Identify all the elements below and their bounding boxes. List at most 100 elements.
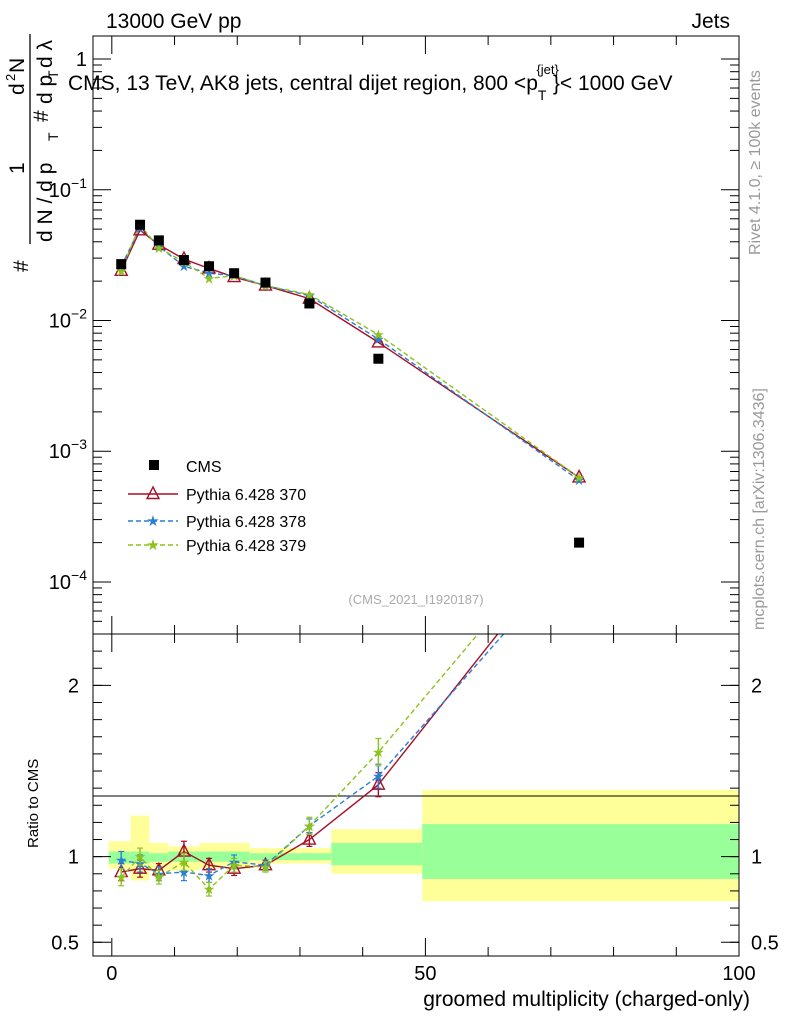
svg-text:N: N (6, 58, 29, 73)
svg-text:#: # (10, 260, 33, 272)
axes: 1 10−1 10−2 10−3 10−4 0.5 0.5 1 1 2 2 0 50 100 (49, 36, 779, 985)
header-left: 13000 GeV pp (106, 10, 241, 33)
cms-point-0 (116, 259, 127, 270)
ratio-line-p370 (121, 634, 499, 873)
main-point-p379-4: ★ (203, 271, 216, 287)
main-point-p370-8 (371, 333, 386, 348)
main-line-p378 (120, 226, 580, 481)
cms-point-5 (229, 268, 240, 279)
legend-label-cms: CMS (186, 459, 222, 476)
cms-point-2 (153, 235, 164, 246)
ratio-ytick-label-right-1: 1 (751, 847, 762, 869)
main-series: ★★★★★★★★★★★★★★★★★★★★ (114, 218, 587, 548)
band-inner-0 (108, 851, 131, 864)
ratio-point-p378-4: ★ (203, 869, 216, 885)
svg-text:1: 1 (6, 162, 29, 174)
main-ytick-label-2: 10−2 (49, 305, 87, 332)
ratio-series: ★ ★★ ★ ★★ ★★★★★★★★★★ ★★★★ (114, 507, 586, 898)
svg-text:2: 2 (3, 74, 18, 81)
main-ytick-label-4: 10−4 (49, 567, 87, 594)
band-inner-2 (149, 853, 169, 862)
legend-item-p370: Pythia 6.428 370 (128, 486, 306, 504)
ratio-point-p379-4: ★ (203, 882, 216, 898)
ratio-point-p379-0: ★ (115, 870, 128, 886)
legend-marker-cms (149, 460, 159, 470)
rivet-version-label: Rivet 4.1.0, ≥ 100k events (747, 70, 764, 255)
xtick-label-1: 50 (414, 963, 436, 985)
analysis-watermark: (CMS_2021_I1920187) (348, 592, 483, 607)
xlabel: groomed multiplicity (charged-only) (423, 988, 750, 1011)
main-point-p370-0 (114, 262, 129, 276)
main-point-p370-9 (571, 468, 587, 483)
legend-label-p370: Pythia 6.428 370 (186, 487, 306, 504)
svg-text:d λ: d λ (34, 39, 57, 68)
ratio-ytick-label-0: 0.5 (51, 932, 79, 954)
ratio-ytick-label-right-2: 2 (751, 675, 762, 697)
main-point-p378-9: ★ (573, 473, 586, 489)
ratio-point-p378-3: ★ (178, 865, 191, 881)
ratio-point-p379-8: ★ (372, 745, 385, 761)
main-point-p378-8: ★ (372, 332, 385, 348)
ratio-point-p379-1: ★ (134, 850, 147, 866)
main-line-p370 (120, 229, 580, 479)
legend-item-p379: ★ Pythia 6.428 379 (128, 536, 306, 555)
ratio-ytick-label-2: 2 (68, 675, 79, 697)
main-point-p379-8: ★ (372, 328, 385, 344)
cms-point-8 (373, 353, 384, 364)
cms-point-7 (304, 298, 315, 309)
svg-text:d N / d p: d N / d p (34, 163, 57, 242)
cms-point-4 (204, 261, 215, 272)
band-inner-6 (331, 842, 423, 866)
ratio-point-p370-7 (302, 831, 317, 845)
band-inner-4 (199, 851, 250, 862)
ratio-point-p378-0: ★ (115, 853, 128, 869)
ratio-frame (92, 633, 740, 957)
legend-marker-p378: ★ (146, 512, 159, 530)
svg-text:#: # (30, 110, 53, 122)
main-ytick-label-1: 10−1 (49, 175, 87, 202)
cms-point-3 (178, 255, 189, 266)
legend-marker-p379: ★ (146, 536, 159, 554)
svg-text:d: d (6, 83, 29, 95)
ratio-point-p379-6: ★ (259, 860, 272, 876)
legend-item-cms: CMS (149, 459, 222, 476)
mcplots-label: mcplots.cern.ch [arXiv:1306.3436] (751, 388, 768, 630)
legend-marker-p370 (146, 486, 160, 500)
legend: CMS Pythia 6.428 370 ★ Pythia 6.428 378 … (128, 459, 306, 555)
ratio-point-p370-8 (371, 776, 386, 790)
ratio-ytick-label-1: 1 (68, 847, 79, 869)
ratio-line-p378 (121, 634, 505, 877)
ratio-point-p378-8: ★ (372, 769, 385, 785)
xtick-label-0: 0 (106, 963, 117, 985)
cms-point-6 (260, 277, 271, 288)
ratio-ylabel: Ratio to CMS (25, 759, 42, 848)
ratio-point-p379-5: ★ (228, 858, 241, 874)
legend-label-p378: Pythia 6.428 378 (186, 514, 306, 531)
ratio-point-p370-1 (132, 860, 148, 874)
band-inner-5 (249, 853, 332, 861)
ratio-point-p379-3: ★ (178, 855, 191, 871)
legend-item-p378: ★ Pythia 6.428 378 (128, 512, 306, 531)
plot-title: CMS, 13 TeV, AK8 jets, central dijet reg… (68, 62, 673, 103)
ratio-ytick-label-right-0: 0.5 (751, 932, 779, 954)
main-ytick-label-3: 10−3 (49, 436, 87, 463)
ratio-point-p370-9 (573, 524, 585, 536)
main-line-p379 (120, 223, 580, 479)
ratio-point-p379-2: ★ (153, 870, 166, 886)
main-ylabel: # 1 d N / d p T # d 2 N d p T d λ (3, 34, 61, 272)
main-ytick-label-0: 1 (76, 49, 87, 71)
ratio-point-p379-7: ★ (303, 819, 316, 835)
band-inner-7 (422, 824, 739, 879)
legend-label-p379: Pythia 6.428 379 (186, 538, 306, 555)
svg-text:T: T (45, 132, 61, 141)
cms-point-9 (574, 537, 585, 548)
ratio-line-p379 (120, 634, 479, 891)
main-point-p379-9: ★ (573, 470, 586, 486)
cms-point-1 (135, 219, 146, 230)
xtick-label-2: 100 (722, 963, 755, 985)
svg-text:d p: d p (34, 75, 57, 104)
header-right: Jets (691, 10, 730, 33)
svg-text:T: T (45, 70, 61, 79)
ratio-point-p379-9: ★ (573, 507, 586, 523)
